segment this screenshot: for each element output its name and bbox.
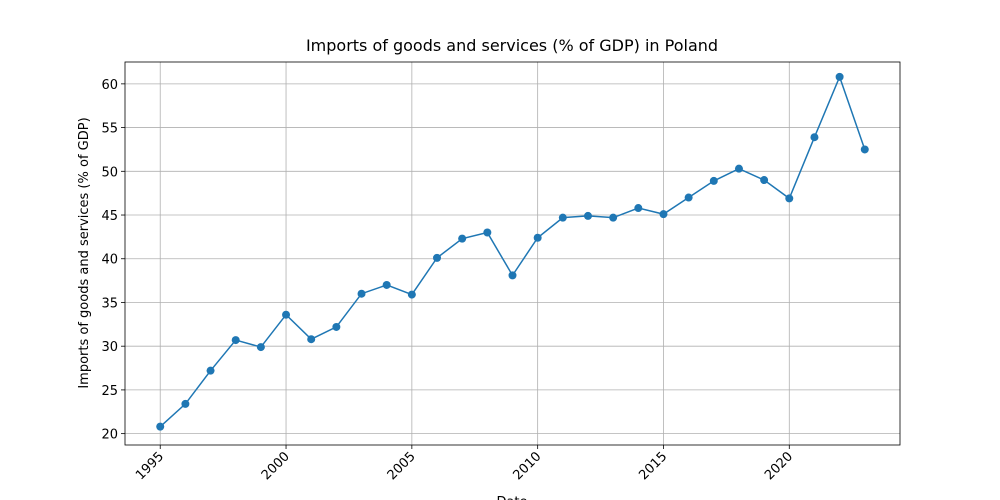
- data-point: [382, 280, 391, 289]
- series-line: [159, 74, 866, 428]
- data-point: [206, 366, 215, 375]
- chart-title: Imports of goods and services (% of GDP)…: [306, 36, 718, 55]
- x-tick-label: 2005: [385, 449, 419, 483]
- y-tick-label: 50: [101, 165, 118, 180]
- data-point: [760, 176, 769, 185]
- y-tick-label: 45: [101, 209, 118, 224]
- data-point: [508, 271, 517, 280]
- x-tick-label: 2010: [510, 449, 544, 483]
- y-tick-label: 20: [101, 428, 118, 443]
- data-point: [785, 194, 794, 203]
- x-tick-label: 2000: [259, 449, 293, 483]
- data-point: [684, 193, 693, 202]
- data-point: [860, 145, 869, 154]
- x-tick-label: 1995: [133, 449, 167, 483]
- y-tick-label: 30: [101, 340, 118, 355]
- data-point: [659, 210, 668, 219]
- data-point: [357, 289, 366, 298]
- data-point: [307, 335, 316, 344]
- data-point: [609, 213, 618, 222]
- y-tick-label: 35: [101, 296, 118, 311]
- data-point: [835, 72, 844, 81]
- y-axis-label: Imports of goods and services (% of GDP): [77, 117, 92, 388]
- x-tick-label: 2015: [636, 449, 670, 483]
- data-point: [458, 234, 467, 243]
- data-point: [156, 422, 165, 431]
- data-point: [634, 204, 643, 213]
- data-point: [709, 176, 718, 185]
- y-tick-label: 40: [101, 253, 118, 268]
- data-point: [181, 399, 190, 408]
- data-point: [282, 310, 291, 319]
- data-point: [483, 228, 492, 237]
- data-point: [256, 343, 265, 352]
- plot-frame: [124, 61, 901, 446]
- data-point: [533, 233, 542, 242]
- data-point: [231, 336, 240, 345]
- data-point: [810, 133, 819, 142]
- data-point: [558, 213, 567, 222]
- data-point: [734, 164, 743, 173]
- x-axis-label: Date: [496, 495, 527, 500]
- data-point: [332, 322, 341, 331]
- data-point: [407, 290, 416, 299]
- y-tick-label: 55: [101, 122, 118, 137]
- y-tick-label: 25: [101, 384, 118, 399]
- data-point: [583, 211, 592, 220]
- y-tick-label: 60: [101, 78, 118, 93]
- x-tick-label: 2020: [762, 449, 796, 483]
- data-point: [433, 253, 442, 262]
